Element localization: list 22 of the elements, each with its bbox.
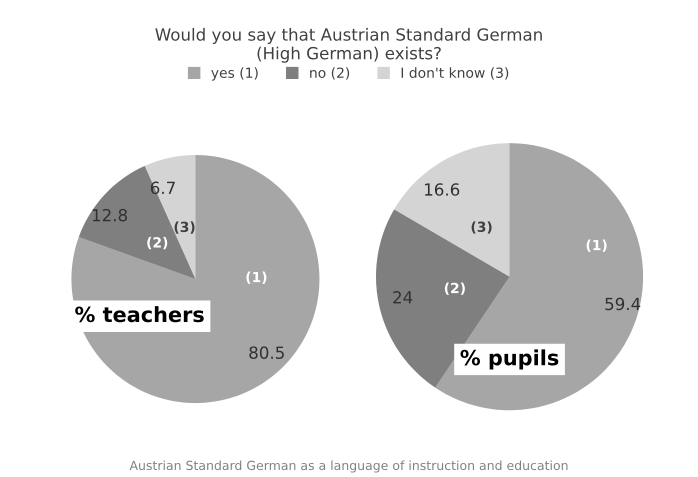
text: (2) [147,236,168,250]
text: (2) [444,282,465,295]
text: (3) [174,221,195,234]
data-label: 80.5 [249,346,284,359]
text: Austrian Standard German as a language of instruction and education [130,460,568,473]
text: (1) [246,272,266,284]
text: (1) [586,240,607,252]
legend-label: I don't know (3) [402,67,508,80]
pie-slice [78,166,196,280]
legend-label: yes (1) [211,67,258,81]
chart-title: Would you say that Austrian Standard German (High German) exists? [155,28,542,63]
data-label: 16.6 [425,183,460,196]
data-label: 59.4 [605,298,640,310]
data-label: 12.8 [92,208,128,222]
legend-label: no (2) [310,67,350,80]
pie-slice [394,143,510,277]
text: % pupils [460,349,558,370]
pie-slice [144,155,196,280]
text: (3) [472,221,492,234]
text: % teachers [75,306,204,322]
data-label: 24 [393,291,412,304]
data-label: 6.7 [150,182,175,194]
